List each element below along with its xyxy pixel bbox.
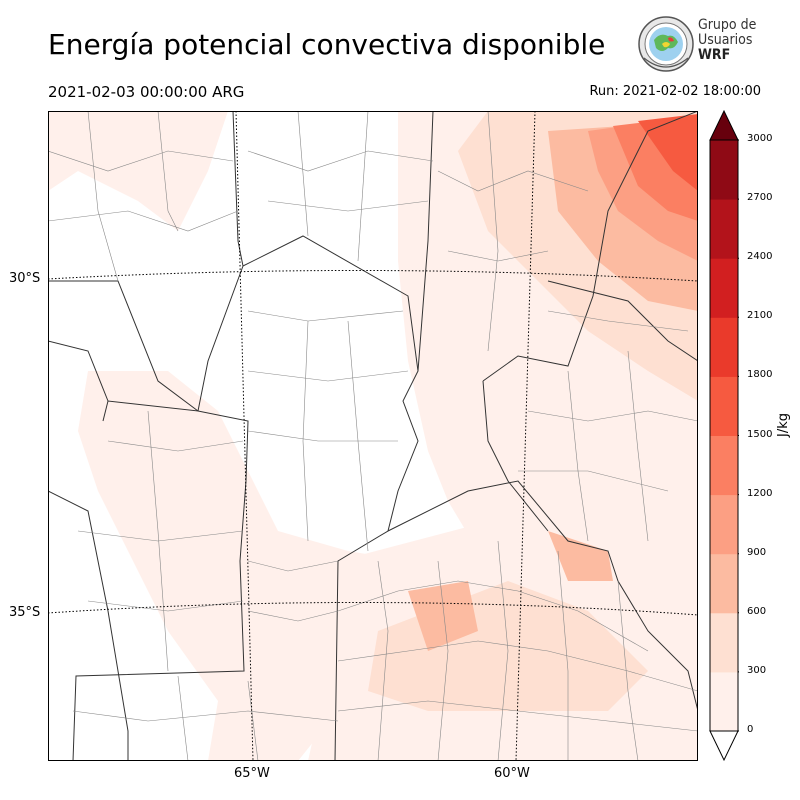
colorbar-lower-extend	[709, 730, 739, 762]
page-title: Energía potencial convectiva disponible	[48, 28, 606, 61]
logo-line3: WRF	[698, 47, 731, 63]
logo-line2: Usuarios	[698, 32, 753, 48]
run-time: Run: 2021-02-02 18:00:00	[589, 84, 761, 99]
colorbar-tick-label: 900	[747, 546, 767, 558]
colorbar-band	[710, 317, 738, 377]
colorbar-upper-extend	[709, 110, 739, 141]
colorbar-tick-label: 600	[747, 605, 767, 617]
lon-label-60w: 60°W	[494, 766, 530, 781]
colorbar-band	[710, 671, 738, 732]
colorbar-band	[710, 258, 738, 318]
lat-label-30s: 30°S	[9, 271, 41, 286]
graticule	[48, 111, 698, 761]
colorbar-tick-label: 1800	[747, 369, 773, 381]
colorbar-tick-label: 1500	[747, 428, 773, 440]
valid-time: 2021-02-03 00:00:00 ARG	[48, 83, 245, 101]
colorbar-tick-label: 2400	[747, 251, 773, 263]
colorbar-band	[710, 140, 738, 200]
colorbar-tick-label: 1200	[747, 487, 773, 499]
colorbar-band	[710, 199, 738, 259]
lon-label-65w: 65°W	[234, 766, 270, 781]
map-frame	[48, 111, 698, 761]
colorbar-band	[710, 553, 738, 614]
colorbar-tick-label: 2700	[747, 192, 773, 204]
wrf-logo: Grupo de Usuarios WRF	[638, 14, 762, 74]
colorbar-unit: J/kg	[776, 413, 791, 437]
cape-shading	[48, 111, 698, 761]
cape-map	[48, 111, 698, 761]
lat-label-35s: 35°S	[9, 605, 41, 620]
colorbar-tick-label: 300	[747, 664, 767, 676]
colorbar-tick-label: 3000	[747, 133, 773, 144]
colorbar-band	[710, 612, 738, 673]
colorbar-band	[710, 435, 738, 496]
department-borders	[48, 111, 698, 761]
logo-line1: Grupo de	[698, 17, 757, 33]
colorbar-tick-label: 2100	[747, 310, 773, 322]
colorbar-band	[710, 494, 738, 555]
province-borders	[48, 111, 698, 761]
globe-seal-icon	[638, 16, 694, 72]
colorbar-tick-label: 0	[747, 724, 754, 735]
colorbar-band	[710, 376, 738, 436]
colorbar	[709, 110, 739, 762]
